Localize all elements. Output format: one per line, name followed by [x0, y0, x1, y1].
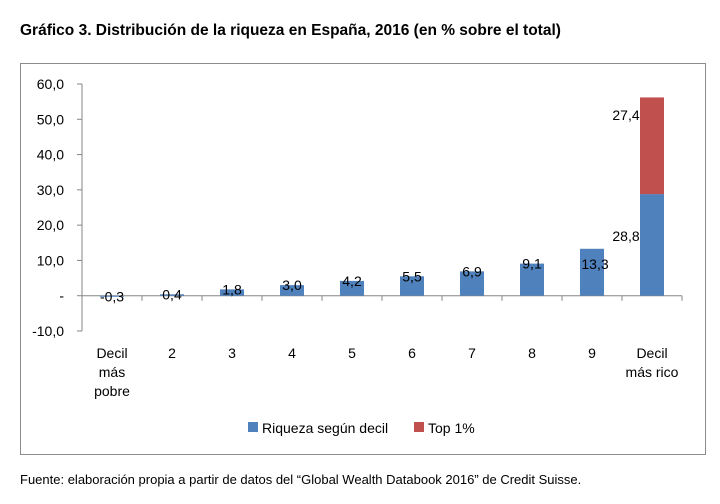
bar-riqueza [100, 295, 124, 297]
bar-riqueza [160, 294, 184, 296]
data-label-riqueza: 4,2 [342, 273, 362, 289]
x-tick-label: 9 [588, 345, 596, 361]
data-label-riqueza: 13,3 [581, 256, 608, 272]
y-tick-label: 20,0 [37, 217, 64, 233]
bar-riqueza [340, 280, 364, 296]
x-tick-label: 8 [528, 345, 536, 361]
x-tick-label: 7 [468, 345, 476, 361]
x-tick-label: 5 [348, 345, 356, 361]
legend-swatch-top1 [414, 422, 424, 432]
x-tick-label: más rico [626, 364, 679, 380]
legend-label-top1: Top 1% [428, 420, 475, 436]
bar-riqueza [580, 248, 604, 296]
legend-swatch-riqueza [248, 422, 258, 432]
x-tick-label: 4 [288, 345, 296, 361]
data-label-riqueza: 28,8 [612, 228, 639, 244]
bar-riqueza [400, 276, 424, 296]
data-label-top1: 27,4 [612, 107, 639, 123]
bar-riqueza [280, 285, 304, 296]
y-tick-label: 40,0 [37, 147, 64, 163]
data-label-riqueza: 6,9 [462, 263, 482, 279]
x-tick-label: Decil [96, 345, 127, 361]
data-label-riqueza: 5,5 [402, 268, 422, 284]
y-tick-label: -10,0 [32, 323, 64, 339]
bar-riqueza [520, 263, 544, 296]
x-tick-label: más [99, 364, 125, 380]
chart-frame [20, 63, 706, 455]
chart-title: Gráfico 3. Distribución de la riqueza en… [20, 22, 561, 39]
legend-label-riqueza: Riqueza según decil [262, 420, 388, 436]
bar-riqueza [640, 194, 664, 296]
y-tick-label: 10,0 [37, 252, 64, 268]
bar-riqueza [460, 271, 484, 296]
bar-riqueza [220, 289, 244, 296]
y-tick-label: 50,0 [37, 111, 64, 127]
x-tick-label: 6 [408, 345, 416, 361]
y-tick-label: - [59, 288, 64, 304]
source-note: Fuente: elaboración propia a partir de d… [20, 472, 582, 487]
x-tick-label: 2 [168, 345, 176, 361]
bar-top1 [640, 97, 664, 195]
x-tick-label: pobre [94, 383, 130, 399]
data-label-riqueza: 3,0 [282, 277, 302, 293]
x-tick-label: Decil [636, 345, 667, 361]
data-label-riqueza: 0,4 [162, 286, 182, 302]
data-label-riqueza: -0,3 [100, 289, 124, 305]
x-tick-label: 3 [228, 345, 236, 361]
data-label-riqueza: 1,8 [222, 281, 242, 297]
data-label-riqueza: 9,1 [522, 256, 542, 272]
y-tick-label: 60,0 [37, 76, 64, 92]
y-tick-label: 30,0 [37, 182, 64, 198]
